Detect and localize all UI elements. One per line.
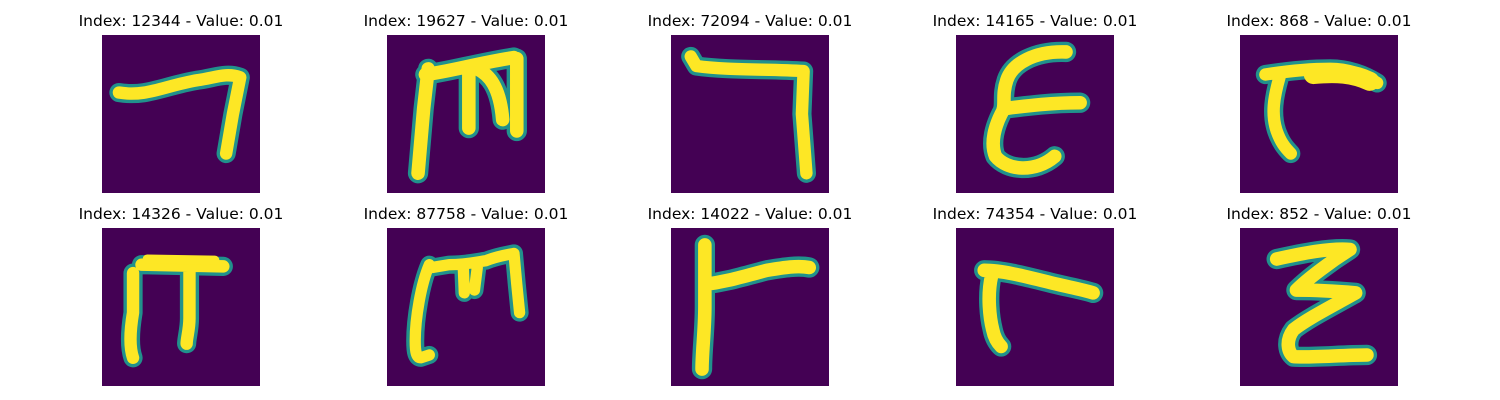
panel-3: Index: 72094 - Value: 0.01	[630, 11, 870, 193]
panel-title: Index: 868 - Value: 0.01	[1226, 12, 1412, 30]
panel-5: Index: 868 - Value: 0.01	[1199, 11, 1439, 193]
glyph-image	[956, 35, 1114, 193]
glyph-image	[102, 228, 260, 386]
panel-10: Index: 852 - Value: 0.01	[1199, 204, 1439, 386]
glyph-image	[671, 228, 829, 386]
panel-1: Index: 12344 - Value: 0.01	[61, 11, 301, 193]
glyph-image	[956, 228, 1114, 386]
panel-title: Index: 12344 - Value: 0.01	[78, 12, 284, 30]
glyph-image	[1240, 228, 1398, 386]
panel-title: Index: 87758 - Value: 0.01	[363, 205, 569, 223]
glyph-image	[671, 35, 829, 193]
glyph-image	[387, 35, 545, 193]
panel-title: Index: 14165 - Value: 0.01	[932, 12, 1138, 30]
panel-4: Index: 14165 - Value: 0.01	[915, 11, 1155, 193]
panel-9: Index: 74354 - Value: 0.01	[915, 204, 1155, 386]
glyph-image	[387, 228, 545, 386]
panel-6: Index: 14326 - Value: 0.01	[61, 204, 301, 386]
panel-title: Index: 74354 - Value: 0.01	[932, 205, 1138, 223]
panel-title: Index: 852 - Value: 0.01	[1226, 205, 1412, 223]
panel-title: Index: 14326 - Value: 0.01	[78, 205, 284, 223]
panel-7: Index: 87758 - Value: 0.01	[346, 204, 586, 386]
panel-title: Index: 14022 - Value: 0.01	[647, 205, 853, 223]
panel-2: Index: 19627 - Value: 0.01	[346, 11, 586, 193]
panel-title: Index: 19627 - Value: 0.01	[363, 12, 569, 30]
glyph-image	[1240, 35, 1398, 193]
panel-8: Index: 14022 - Value: 0.01	[630, 204, 870, 386]
glyph-image	[102, 35, 260, 193]
panel-title: Index: 72094 - Value: 0.01	[647, 12, 853, 30]
